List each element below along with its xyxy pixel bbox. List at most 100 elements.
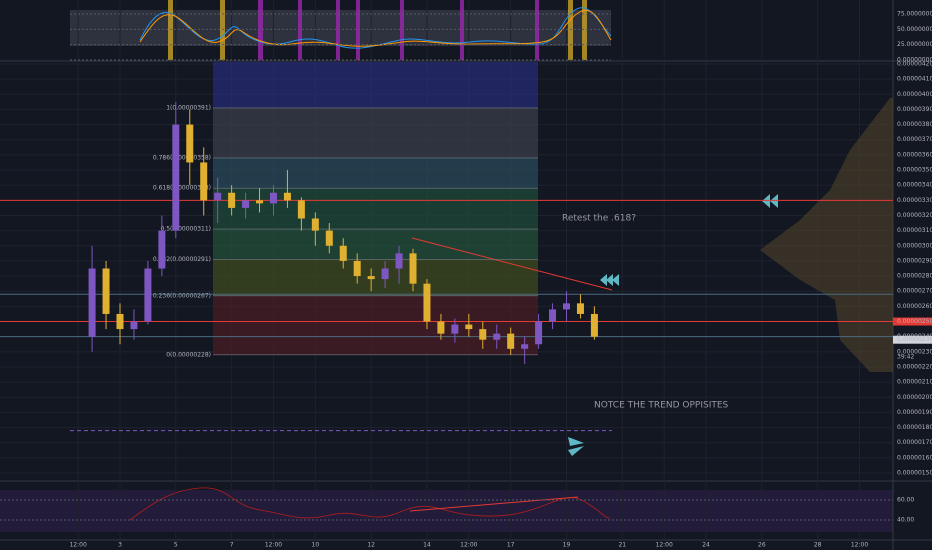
- arrow-icon: [568, 437, 584, 456]
- price-tag: [893, 335, 932, 344]
- candle-body: [590, 313, 598, 337]
- candle-body: [353, 260, 361, 277]
- rsi-band: [0, 490, 893, 532]
- candle-body: [521, 344, 529, 349]
- x-tick-label: 12:00: [851, 542, 868, 549]
- x-tick-label: 12: [367, 542, 375, 549]
- fib-label: 0.5(0.00000311): [161, 226, 212, 233]
- candle-body: [256, 200, 264, 204]
- x-tick-label: 28: [814, 542, 822, 549]
- candle-body: [409, 253, 417, 284]
- y-tick-label: 0.00000160: [897, 454, 932, 461]
- x-tick-label: 12:00: [656, 542, 673, 549]
- volume-profile: [760, 98, 893, 372]
- x-tick-label: 10: [312, 542, 320, 549]
- candle-body: [451, 324, 459, 334]
- x-tick-label: 12:00: [265, 542, 282, 549]
- fib-label: 0.618(0.00000338): [153, 185, 211, 192]
- candle-body: [381, 268, 389, 280]
- x-tick-label: 26: [758, 542, 766, 549]
- y-tick-label: 0.00000170: [897, 439, 932, 446]
- y-tick-label: 0.00000200: [897, 394, 932, 401]
- candle-body: [562, 303, 570, 310]
- candle-body: [423, 283, 431, 322]
- countdown: 39:42: [897, 354, 914, 361]
- y-tick-label: 0.00000000: [897, 56, 932, 63]
- candle-body: [465, 324, 473, 330]
- price-tag: [893, 317, 932, 326]
- fib-label: 1(0.00000391): [166, 104, 211, 111]
- candle-body: [186, 124, 194, 163]
- candle-body: [102, 268, 110, 314]
- y-tick-label: 0.00000270: [897, 288, 932, 295]
- candle-body: [158, 230, 166, 269]
- y-tick-label: 40.00: [897, 517, 914, 524]
- y-tick-label: 0.00000330: [897, 197, 932, 204]
- y-tick-label: 0.00000320: [897, 212, 932, 219]
- candle-body: [200, 162, 208, 201]
- x-tick-label: 24: [702, 542, 710, 549]
- x-tick-label: 14: [423, 542, 431, 549]
- y-tick-label: 0.00000410: [897, 76, 932, 83]
- candle-body: [576, 303, 584, 314]
- stoch-band: [70, 10, 611, 46]
- y-tick-label: 0.00000350: [897, 167, 932, 174]
- trend-line: [411, 237, 613, 291]
- candle-body: [311, 218, 319, 231]
- annotation: NOTCE THE TREND OPPISITES: [594, 401, 729, 411]
- y-tick-label: 0.00000420: [897, 60, 932, 67]
- fib-zone: [213, 259, 538, 296]
- candle-body: [549, 309, 557, 322]
- x-tick-label: 21: [618, 542, 626, 549]
- candle-body: [214, 192, 222, 201]
- fib-label: 0.786(0.00000358): [153, 154, 211, 161]
- y-tick-label: 0.00000390: [897, 106, 932, 113]
- candle-body: [493, 333, 501, 340]
- x-tick-label: 12:00: [69, 542, 86, 549]
- y-tick-label: 0.00000290: [897, 257, 932, 264]
- rsi-divergence: [409, 496, 579, 512]
- x-tick-label: 5: [174, 542, 178, 549]
- y-tick-label: 25.00000000: [897, 41, 932, 48]
- x-tick-label: 3: [118, 542, 122, 549]
- candle-body: [479, 329, 487, 340]
- fib-label: 0(0.00000228): [166, 351, 211, 358]
- candle-body: [172, 124, 180, 231]
- candle-body: [395, 253, 403, 269]
- y-tick-label: 60.00: [897, 497, 914, 504]
- candle-body: [339, 245, 347, 261]
- candle-body: [88, 268, 96, 337]
- y-tick-label: 0.00000230: [897, 348, 932, 355]
- y-tick-label: 0.00000310: [897, 227, 932, 234]
- candle-body: [269, 192, 277, 204]
- candle-body: [297, 200, 305, 219]
- y-tick-label: 0.00000220: [897, 363, 932, 370]
- y-tick-label: 50.00000000: [897, 26, 932, 33]
- y-tick-label: 75.00000000: [897, 11, 932, 18]
- candle-body: [367, 276, 375, 280]
- x-tick-label: 12:00: [460, 542, 477, 549]
- y-tick-label: 0.00000400: [897, 91, 932, 98]
- y-tick-label: 0.00000280: [897, 273, 932, 280]
- candle-body: [535, 321, 543, 345]
- y-tick-label: 0.00000210: [897, 379, 932, 386]
- fib-zone: [213, 295, 538, 355]
- candle-body: [228, 192, 236, 208]
- candle-body: [144, 268, 152, 322]
- candle-body: [242, 200, 250, 208]
- candle-body: [283, 192, 291, 201]
- fib-zone: [213, 157, 538, 189]
- fib-label: 0.382(0.00000291): [153, 256, 211, 263]
- price-tag-label: 0.00000238: [897, 336, 932, 343]
- candle-body: [325, 230, 333, 246]
- candle-body: [437, 321, 445, 334]
- candle-body: [116, 313, 124, 330]
- y-tick-label: 0.00000180: [897, 424, 932, 431]
- y-tick-label: 0.00000300: [897, 242, 932, 249]
- x-tick-label: 17: [507, 542, 515, 549]
- y-tick-label: 0.00000340: [897, 182, 932, 189]
- annotation: Retest the .618?: [562, 214, 636, 224]
- arrow-icon: [600, 274, 619, 286]
- arrow-icon: [762, 194, 778, 208]
